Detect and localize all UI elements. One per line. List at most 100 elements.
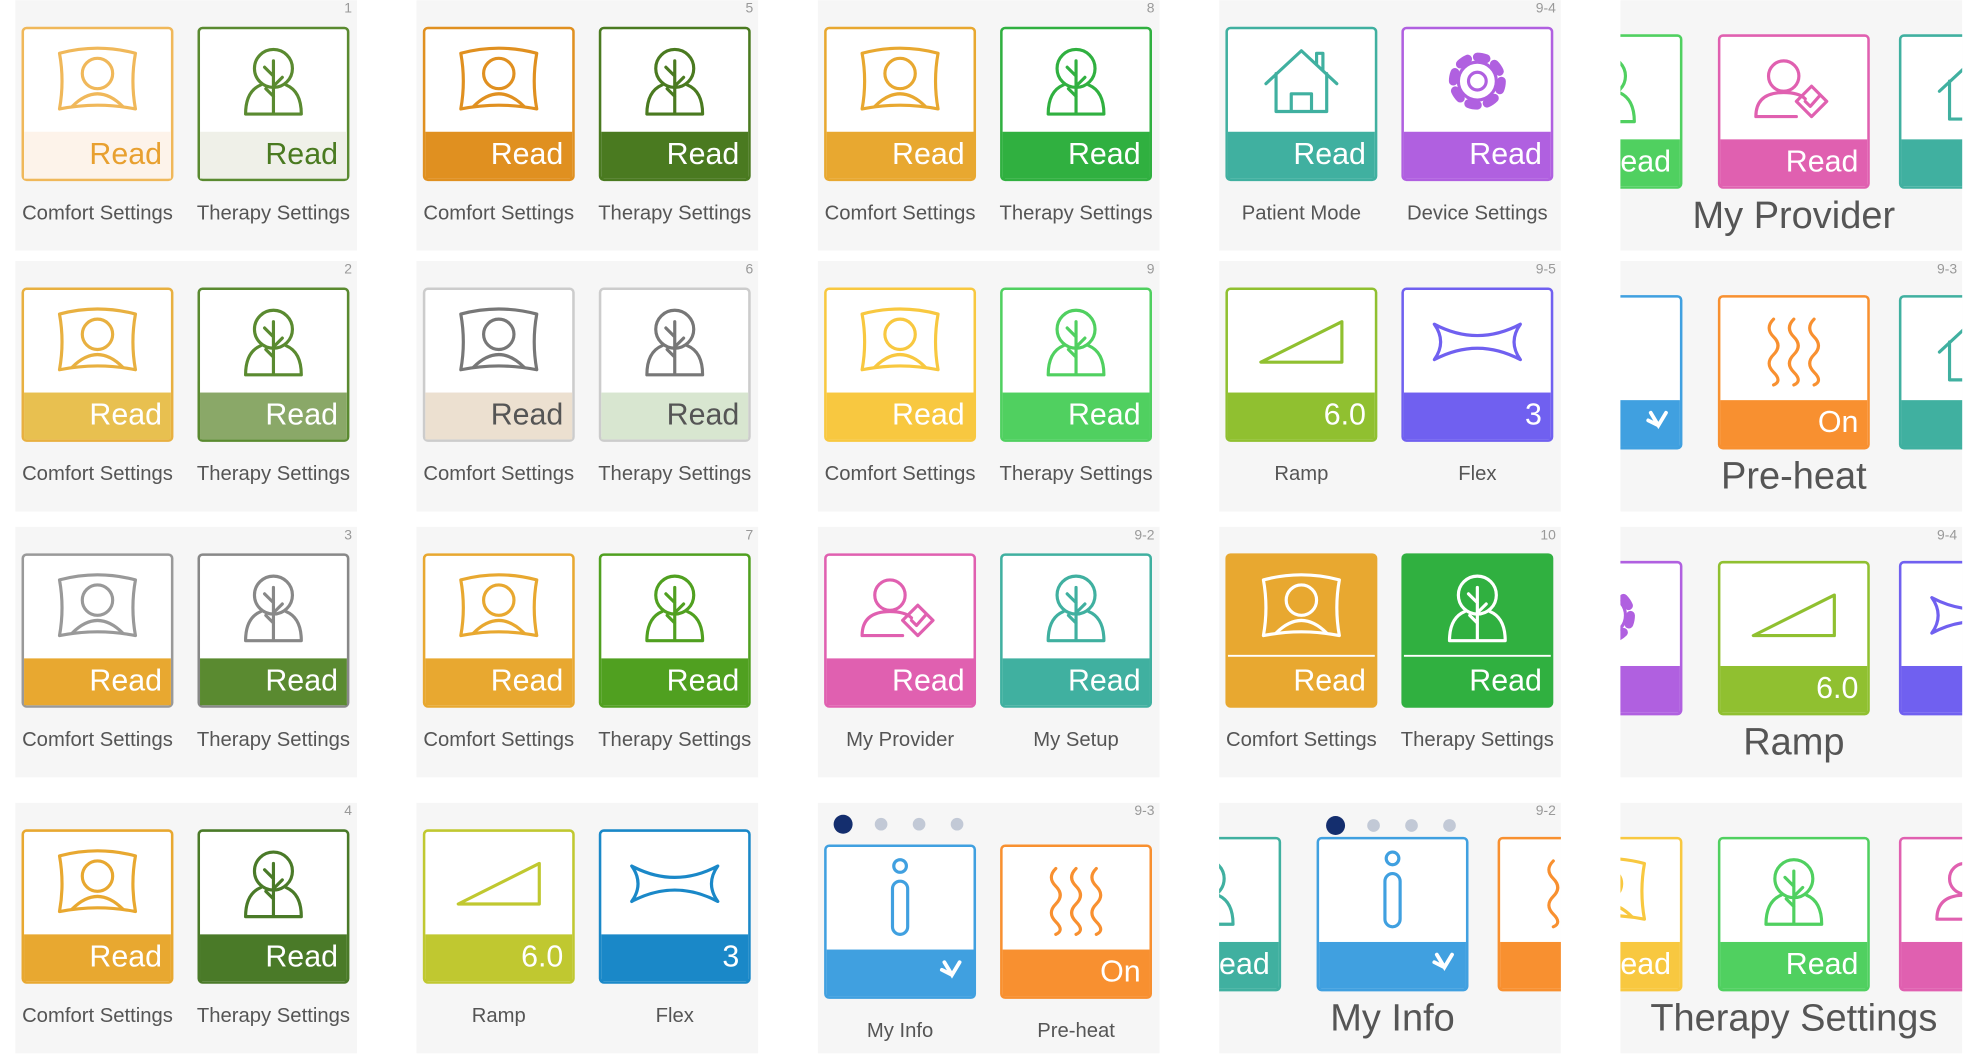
tile-band [1219, 941, 1279, 989]
tile-icon [244, 574, 303, 643]
tile-band [1620, 400, 1680, 447]
panel-number: 9-5 [1536, 260, 1556, 276]
tile-caption: Flex [1458, 463, 1496, 485]
tile-icon [1261, 573, 1341, 638]
panel-number: 5 [745, 0, 753, 16]
tile [1898, 34, 1963, 189]
tile-icon [1620, 857, 1647, 921]
screen-panel: 6.0 Ramp 3 Flex [416, 802, 759, 1054]
tile-caption: My Provider [846, 729, 954, 751]
arrow-icon [939, 960, 962, 979]
screen-panel: 9-4 Read Patient Mode Read Device Settings [1219, 0, 1561, 251]
tile-button-text: Read [667, 398, 740, 432]
panel-number: 9 [1147, 260, 1155, 276]
panel-number: 10 [1540, 526, 1556, 542]
tile-band [601, 392, 749, 440]
panel-number: 9-2 [1536, 802, 1556, 818]
page-dot [912, 817, 926, 831]
tile-band [1901, 400, 1963, 447]
tile: Read [1717, 34, 1870, 189]
tile-band [826, 392, 974, 440]
tile-band [1901, 139, 1963, 187]
screen-panel: 2 Read Comfort Settings Read Therapy Setting… [15, 261, 357, 512]
tile-button-text: Read [892, 663, 965, 697]
carousel-caption: Ramp [1743, 722, 1844, 764]
tile-caption: Comfort Settings [22, 729, 173, 751]
tile: Read [1401, 553, 1554, 708]
panel-number: 3 [344, 526, 352, 542]
tile: Read [1000, 26, 1153, 182]
tile-icon [57, 573, 138, 638]
tile-caption: Comfort Settings [22, 463, 173, 485]
tile-caption: My Info [867, 1020, 933, 1042]
tile-button-text: Read [89, 939, 162, 973]
tile: Read [1598, 836, 1683, 992]
screen-panel: 9 Read Comfort Settings Read Therapy Setting… [817, 260, 1160, 512]
tile-caption: Comfort Settings [825, 463, 976, 485]
tile-icon [456, 861, 541, 906]
tile-band [1620, 139, 1680, 187]
tile-button-text: Read [1068, 398, 1141, 432]
tile-icon [1383, 850, 1402, 929]
screen-panel: 9-4 6.0 Ramp [1620, 527, 1963, 778]
tile-caption: Therapy Settings [197, 729, 350, 751]
tile-button-text: Read [265, 939, 338, 973]
tile-button-text: Read [89, 137, 162, 171]
tile-caption: Comfort Settings [423, 729, 574, 751]
tile-band [425, 934, 573, 982]
tile-button-text: Read [1469, 663, 1542, 697]
tile: Read [422, 26, 575, 182]
tile-caption: Therapy Settings [197, 202, 350, 224]
tile-band [1901, 665, 1963, 713]
tile-button-text: Read [1197, 947, 1270, 981]
tile-band [1720, 400, 1868, 447]
tile-icon [1767, 317, 1821, 387]
tile-button-text: 6.0 [521, 939, 563, 973]
tile-icon [1046, 47, 1106, 116]
tile: Read [598, 287, 751, 442]
panel-number: 6 [745, 260, 753, 276]
tile-band [425, 392, 573, 440]
tile-button-text: Read [1068, 137, 1141, 171]
tile-caption: Therapy Settings [197, 1005, 350, 1027]
tile: Read [1225, 553, 1378, 708]
tile: Read [824, 287, 977, 442]
tile-band [24, 392, 171, 440]
tile-button-text: Read [265, 398, 338, 432]
tile: Read [422, 287, 575, 442]
tile-button-text: Read [1598, 947, 1671, 981]
tile-caption: Therapy Settings [197, 463, 350, 485]
page-dot [1367, 819, 1380, 832]
carousel-caption: My Provider [1693, 195, 1896, 237]
tile-icon [1547, 859, 1560, 929]
tile: Read [21, 287, 174, 442]
tile [1898, 295, 1963, 450]
tile: Read [197, 829, 350, 984]
tile: Read [598, 26, 751, 182]
screen-panel: 1 Read Comfort Settings Read Therapy Setting… [15, 0, 357, 251]
tile-caption: Patient Mode [1242, 202, 1361, 224]
tile-button-text: Read [265, 663, 338, 697]
tile-button-text: Read [667, 663, 740, 697]
screen-panel: 10 Read Comfort Settings Read Therapy Settin… [1219, 526, 1561, 778]
tile-icon [57, 307, 138, 372]
screen-panel: 5 Read Comfort Settings Read Therapy Setting… [416, 0, 759, 251]
screen-panel: 4 Read Comfort Settings Read Therapy Setting… [15, 803, 357, 1054]
tile-button-text: Read [491, 398, 564, 432]
tile: Read [1717, 836, 1870, 992]
tile: Read [824, 553, 977, 708]
tile-caption: Therapy Settings [598, 463, 751, 485]
tile: Read [1620, 34, 1683, 189]
tile-caption: Comfort Settings [1226, 729, 1377, 751]
tile-band [24, 131, 171, 179]
tile-caption: Ramp [472, 1005, 526, 1027]
tile: Read [1000, 553, 1153, 708]
tile-caption: Device Settings [1407, 202, 1548, 224]
tile-icon [459, 46, 539, 111]
tile-button-text: Read [1068, 663, 1141, 697]
page-dot [1405, 819, 1418, 832]
arrow-icon [1646, 410, 1668, 430]
panel-number: 9-3 [1937, 260, 1957, 276]
tile-caption: Therapy Settings [598, 729, 751, 751]
